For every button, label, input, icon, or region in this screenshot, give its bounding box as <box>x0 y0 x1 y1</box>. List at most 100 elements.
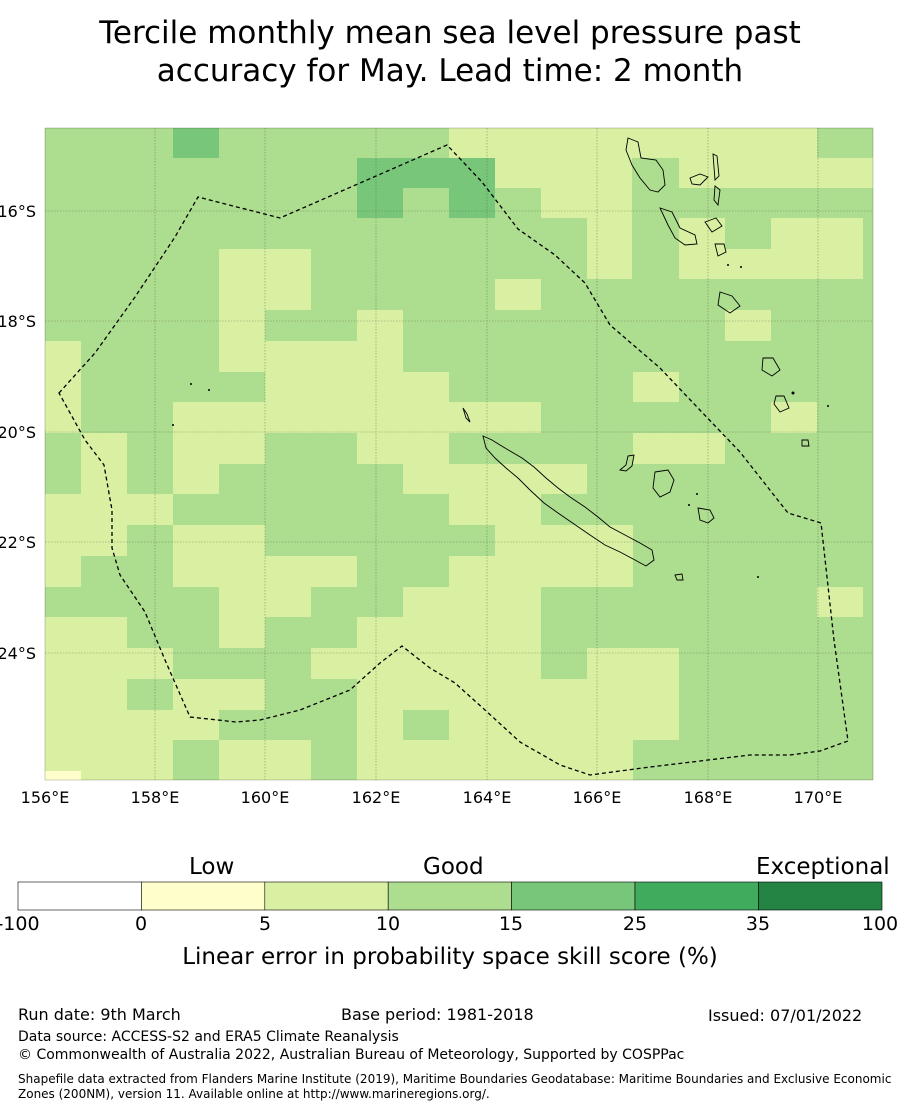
grid-cell <box>541 188 632 218</box>
grid-cell <box>173 433 265 464</box>
colorbar-segment <box>511 881 636 911</box>
islet-dot <box>727 264 729 266</box>
colorbar-tick: 15 <box>498 913 524 935</box>
ambae-coastline <box>689 173 709 186</box>
grid-cell <box>45 710 219 740</box>
colorbar-category-exceptional: Exceptional <box>756 854 890 880</box>
colorbar-segment <box>758 881 883 911</box>
mare-coastline <box>697 507 715 524</box>
shapefile-attribution: Shapefile data extracted from Flanders M… <box>18 1072 892 1101</box>
colorbar-tick: 100 <box>861 913 899 935</box>
colorbar-tick: 0 <box>134 913 148 935</box>
isle-of-pines-coastline <box>674 573 684 581</box>
erromango-coastline <box>761 357 781 377</box>
title-line-2: accuracy for May. Lead time: 2 month <box>156 53 744 89</box>
graticule <box>45 128 873 780</box>
grid-cell <box>45 648 173 679</box>
grid-cell <box>449 128 817 158</box>
issued-date: Issued: 07/01/2022 <box>708 1006 863 1025</box>
grid-cell <box>45 556 81 587</box>
colorbar-segment <box>141 881 266 911</box>
grid-cell <box>173 525 265 556</box>
grid-cell <box>449 188 495 218</box>
base-period: Base period: 1981-2018 <box>341 1005 534 1024</box>
lat-label: 16°S <box>0 202 36 221</box>
islet-dot <box>172 424 174 426</box>
efate-coastline <box>717 291 741 314</box>
grid-cell <box>403 464 587 494</box>
eez-boundary <box>58 144 849 776</box>
islet-dot <box>740 266 742 268</box>
colorbar-segment <box>17 881 142 911</box>
lat-label: 20°S <box>0 423 36 442</box>
grid-cell <box>633 372 679 402</box>
grid-cell <box>45 617 127 648</box>
colorbar <box>17 881 883 911</box>
skill-grid <box>45 128 873 780</box>
grid-cell <box>357 188 403 218</box>
grid-cell <box>587 648 679 679</box>
grid-cell <box>219 310 265 372</box>
grid-cell <box>311 648 541 679</box>
epi-coastline <box>714 243 727 257</box>
pentecost-coastline <box>713 185 721 207</box>
islets <box>172 264 829 578</box>
grid-cell <box>173 128 219 158</box>
aneityum-coastline <box>801 439 810 447</box>
grid-cell <box>357 679 679 710</box>
grid-cell <box>587 218 632 279</box>
grid-cell <box>81 433 127 494</box>
data-source: Data source: ACCESS-S2 and ERA5 Climate … <box>18 1029 399 1045</box>
grid-cell <box>265 341 403 372</box>
colorbar-segment <box>387 881 512 911</box>
islet-dot <box>190 383 192 385</box>
espiritu-santo-coastline <box>625 137 666 193</box>
colorbar-segment <box>634 881 759 911</box>
lat-label: 22°S <box>0 533 36 552</box>
lat-label: 18°S <box>0 312 36 331</box>
maewo-coastline <box>712 153 720 182</box>
latitude-labels: 16°S 18°S 20°S 22°S 24°S <box>0 202 36 663</box>
grid-cell <box>679 218 725 279</box>
grid-cell <box>173 679 265 710</box>
lifou-coastline <box>652 469 675 498</box>
grid-cell <box>173 402 265 433</box>
grid-cell <box>679 158 873 188</box>
grid-cell <box>357 740 633 780</box>
grid-cell <box>219 617 265 648</box>
grid-cell <box>771 218 863 279</box>
grid-cell <box>495 279 541 310</box>
grid-cell <box>449 710 679 740</box>
islet-dot <box>696 493 698 495</box>
grid-cell <box>45 341 81 433</box>
grid-cell <box>495 525 633 556</box>
grid-cell <box>633 433 725 464</box>
map-frame <box>44 127 874 781</box>
grid-cell <box>817 587 863 617</box>
colorbar-tick: -100 <box>0 913 40 935</box>
islet-dot <box>208 389 210 391</box>
grid-cell <box>449 556 633 587</box>
grid-cell <box>357 617 541 648</box>
new-caledonia-coastline <box>482 435 655 567</box>
lat-label: 24°S <box>0 644 36 663</box>
lon-label: 158°E <box>131 788 180 807</box>
colorbar-tick: 5 <box>258 913 272 935</box>
malakula-coastline <box>659 207 698 246</box>
ambrym-coastline <box>704 217 723 233</box>
grid-cell <box>449 494 541 525</box>
coastlines <box>462 137 810 581</box>
belep-islands-coastline <box>462 407 471 423</box>
grid-cell <box>265 372 449 433</box>
title-line-1: Tercile monthly mean sea level pressure … <box>99 15 801 51</box>
grid-cell <box>725 310 771 341</box>
grid-cell <box>45 679 127 710</box>
chart-title: Tercile monthly mean sea level pressure … <box>0 14 900 90</box>
colorbar-category-low: Low <box>189 854 235 880</box>
grid-cell <box>495 158 632 188</box>
ouvea-coastline <box>618 454 635 472</box>
grid-cell <box>771 402 817 433</box>
grid-cell <box>403 587 541 617</box>
lon-label: 170°E <box>794 788 843 807</box>
